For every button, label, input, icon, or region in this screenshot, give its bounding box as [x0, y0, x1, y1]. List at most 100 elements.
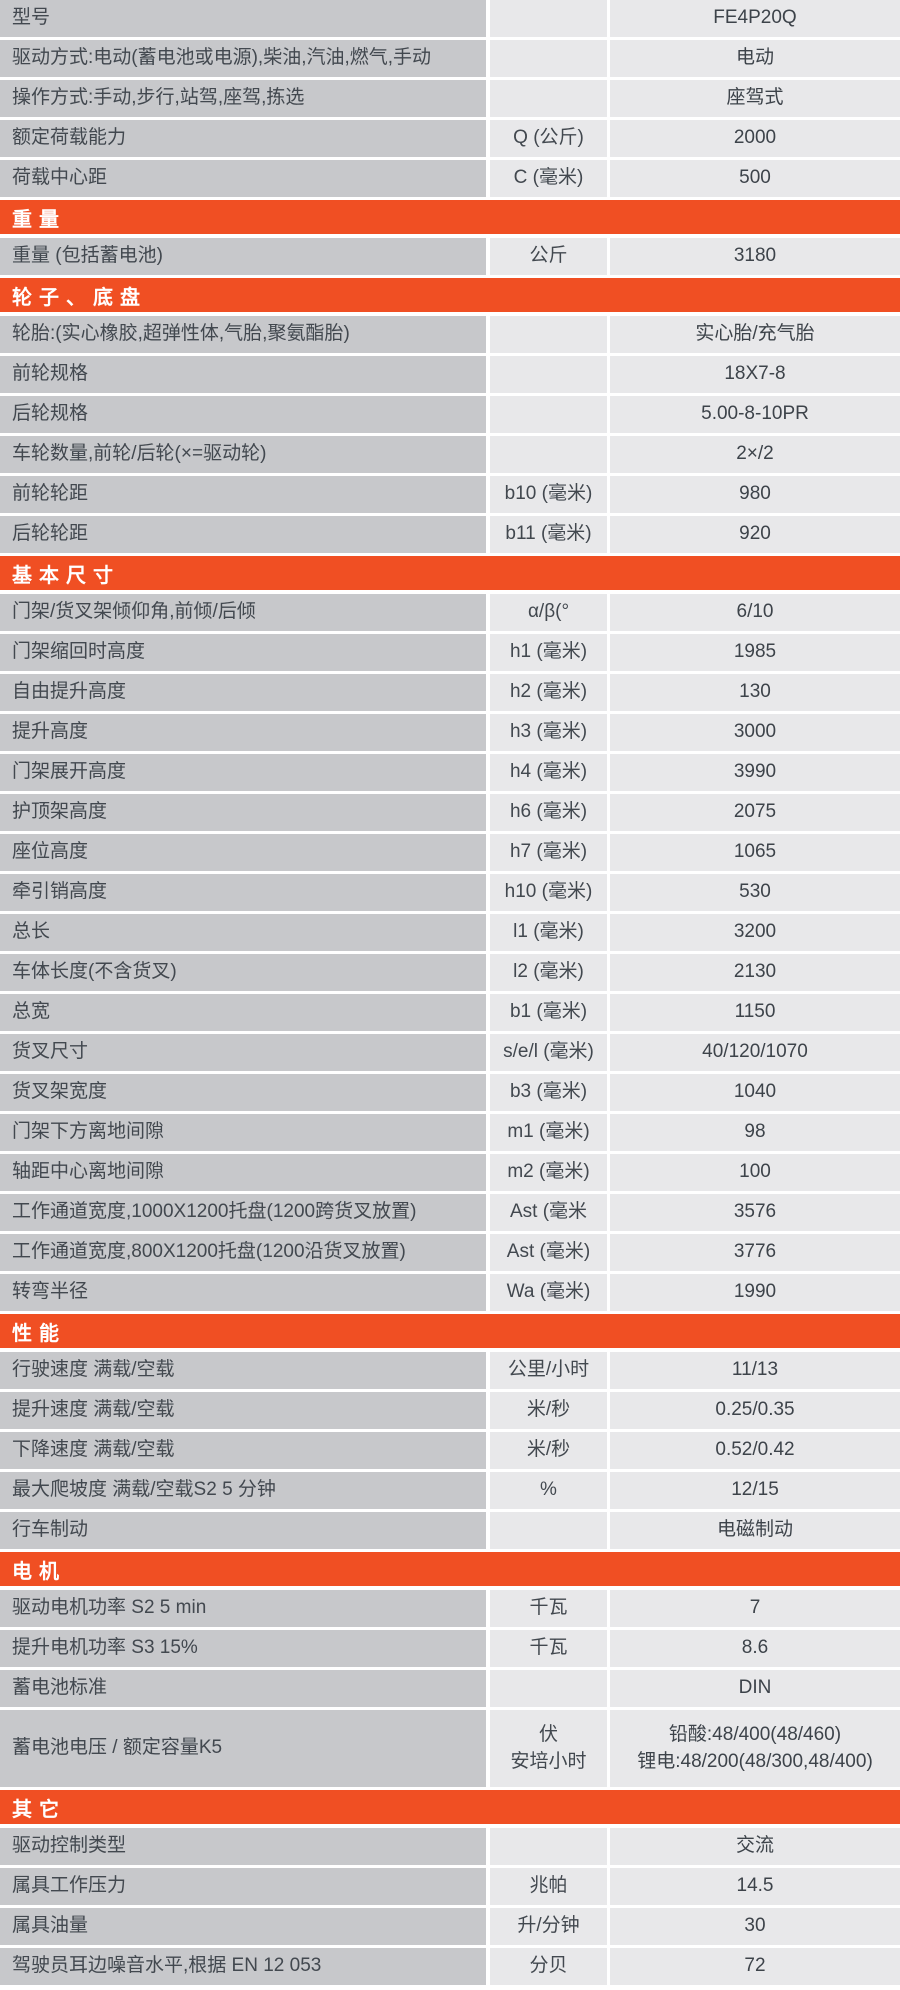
spec-label-text: 蓄电池电压 / 额定容量K5 — [12, 1737, 223, 1759]
spec-value: 12/15 — [610, 1472, 900, 1509]
spec-unit: 千瓦 — [490, 1590, 607, 1627]
spec-label-text: 行车制动 — [12, 1519, 89, 1541]
spec-unit: h2 (毫米) — [490, 674, 607, 711]
spec-value: 98 — [610, 1114, 900, 1151]
spec-row: 门架缩回时高度 h1 (毫米) 1985 — [0, 634, 900, 671]
spec-label: 驱动控制类型 — [0, 1828, 486, 1865]
spec-unit-text: s/e/l (毫米) — [503, 1041, 594, 1063]
section-header: 性能 — [0, 1314, 900, 1348]
spec-label: 门架/货叉架倾仰角,前倾/后倾 — [0, 594, 486, 631]
spec-row: 护顶架高度 h6 (毫米) 2075 — [0, 794, 900, 831]
spec-value-text: 18X7-8 — [724, 363, 786, 385]
spec-value: 1985 — [610, 634, 900, 671]
spec-row: 下降速度 满载/空载 米/秒 0.52/0.42 — [0, 1432, 900, 1469]
spec-row: 蓄电池标准 DIN — [0, 1670, 900, 1707]
spec-value: 980 — [610, 476, 900, 513]
spec-value: 3180 — [610, 238, 900, 275]
spec-value: 7 — [610, 1590, 900, 1627]
spec-row: 门架/货叉架倾仰角,前倾/后倾 α/β(° 6/10 — [0, 594, 900, 631]
spec-unit: b11 (毫米) — [490, 516, 607, 553]
spec-value: 2075 — [610, 794, 900, 831]
spec-label-text: 行驶速度 满载/空载 — [12, 1359, 175, 1381]
spec-unit-text: 伏 安培小时 — [510, 1723, 587, 1772]
spec-unit-text: l1 (毫米) — [513, 921, 584, 943]
spec-row: 属具工作压力 兆帕 14.5 — [0, 1868, 900, 1905]
spec-unit: 米/秒 — [490, 1392, 607, 1429]
spec-row: 操作方式:手动,步行,站驾,座驾,拣选 座驾式 — [0, 80, 900, 117]
spec-unit: h3 (毫米) — [490, 714, 607, 751]
spec-label-text: 工作通道宽度,1000X1200托盘(1200跨货叉放置) — [12, 1201, 417, 1223]
spec-label: 驱动电机功率 S2 5 min — [0, 1590, 486, 1627]
spec-value-text: 14.5 — [736, 1875, 774, 1897]
spec-value: 14.5 — [610, 1868, 900, 1905]
section-header: 重量 — [0, 200, 900, 234]
spec-label: 门架下方离地间隙 — [0, 1114, 486, 1151]
spec-value-text: 电磁制动 — [716, 1519, 793, 1541]
spec-unit-text: b1 (毫米) — [509, 1001, 588, 1023]
spec-unit: Q (公斤) — [490, 120, 607, 157]
spec-unit: h10 (毫米) — [490, 874, 607, 911]
spec-value: 5.00-8-10PR — [610, 396, 900, 433]
spec-value: 30 — [610, 1908, 900, 1945]
spec-label-text: 荷载中心距 — [12, 167, 108, 189]
spec-row: 荷载中心距 C (毫米) 500 — [0, 160, 900, 197]
spec-unit: 升/分钟 — [490, 1908, 607, 1945]
spec-unit-text: 兆帕 — [529, 1875, 568, 1897]
spec-unit — [490, 396, 607, 433]
spec-label: 属具工作压力 — [0, 1868, 486, 1905]
spec-label: 后轮轮距 — [0, 516, 486, 553]
spec-value: 500 — [610, 160, 900, 197]
spec-value-text: 2000 — [733, 127, 777, 149]
spec-row: 轮胎:(实心橡胶,超弹性体,气胎,聚氨酯胎) 实心胎/充气胎 — [0, 316, 900, 353]
spec-value-text: 3576 — [733, 1201, 777, 1223]
spec-unit: h1 (毫米) — [490, 634, 607, 671]
spec-label: 驱动方式:电动(蓄电池或电源),柴油,汽油,燃气,手动 — [0, 40, 486, 77]
spec-value: 3576 — [610, 1194, 900, 1231]
spec-label-text: 最大爬坡度 满载/空载S2 5 分钟 — [12, 1479, 276, 1501]
spec-label-text: 护顶架高度 — [12, 801, 108, 823]
spec-label-text: 门架/货叉架倾仰角,前倾/后倾 — [12, 601, 256, 623]
spec-row: 前轮轮距 b10 (毫米) 980 — [0, 476, 900, 513]
spec-row: 车体长度(不含货叉) l2 (毫米) 2130 — [0, 954, 900, 991]
spec-unit — [490, 1670, 607, 1707]
spec-value-text: 1065 — [733, 841, 777, 863]
spec-label: 自由提升高度 — [0, 674, 486, 711]
spec-row: 属具油量 升/分钟 30 — [0, 1908, 900, 1945]
spec-row: 额定荷载能力 Q (公斤) 2000 — [0, 120, 900, 157]
spec-value-text: 100 — [739, 1161, 771, 1183]
spec-value-text: 98 — [744, 1121, 766, 1143]
spec-value: 3200 — [610, 914, 900, 951]
spec-unit: h6 (毫米) — [490, 794, 607, 831]
spec-label-text: 门架缩回时高度 — [12, 641, 146, 663]
spec-value: 3990 — [610, 754, 900, 791]
spec-unit: 公里/小时 — [490, 1352, 607, 1389]
spec-row: 牵引销高度 h10 (毫米) 530 — [0, 874, 900, 911]
spec-label: 轴距中心离地间隙 — [0, 1154, 486, 1191]
spec-label-text: 属具油量 — [12, 1915, 89, 1937]
spec-value: 530 — [610, 874, 900, 911]
spec-unit-text: Wa (毫米) — [506, 1281, 591, 1303]
spec-value: 1150 — [610, 994, 900, 1031]
spec-value-text: 30 — [744, 1915, 766, 1937]
spec-value-text: 1040 — [733, 1081, 777, 1103]
spec-value: 40/120/1070 — [610, 1034, 900, 1071]
section-header: 轮子、底盘 — [0, 278, 900, 312]
spec-label: 前轮轮距 — [0, 476, 486, 513]
spec-unit: 米/秒 — [490, 1432, 607, 1469]
section-header: 基本尺寸 — [0, 556, 900, 590]
spec-unit-text: b3 (毫米) — [509, 1081, 588, 1103]
spec-row: 最大爬坡度 满载/空载S2 5 分钟% 12/15 — [0, 1472, 900, 1509]
spec-value: 72 — [610, 1948, 900, 1985]
spec-value-text: 2130 — [733, 961, 777, 983]
spec-unit-text: % — [540, 1479, 557, 1501]
spec-row: 总长 l1 (毫米) 3200 — [0, 914, 900, 951]
spec-value-text: 座驾式 — [726, 87, 784, 109]
spec-row: 工作通道宽度,800X1200托盘(1200沿货叉放置) Ast (毫米) 3776 — [0, 1234, 900, 1271]
spec-row: 车轮数量,前轮/后轮(×=驱动轮) 2×/2 — [0, 436, 900, 473]
spec-row: 门架下方离地间隙 m1 (毫米) 98 — [0, 1114, 900, 1151]
spec-label: 货叉尺寸 — [0, 1034, 486, 1071]
spec-value: 电磁制动 — [610, 1512, 900, 1549]
spec-value: DIN — [610, 1670, 900, 1707]
spec-label-text: 提升高度 — [12, 721, 89, 743]
spec-unit-text: h10 (毫米) — [504, 881, 593, 903]
